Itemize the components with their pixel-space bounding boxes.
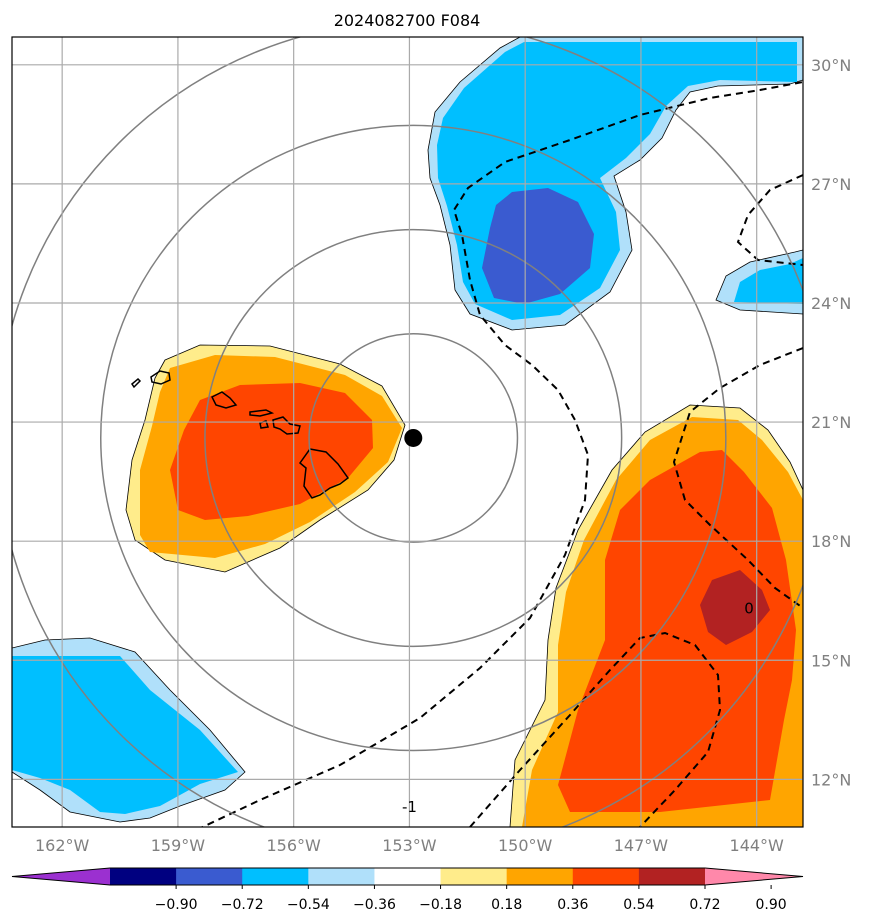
island-niihau: [131, 377, 142, 389]
lat-tick-label-3: 21°N: [811, 413, 851, 432]
latitude-tick-labels: 30°N 27°N 24°N 21°N 18°N 15°N 12°N: [811, 56, 851, 790]
lon-tick-label-5: 147°W: [614, 836, 669, 855]
lon-tick-label-2: 156°W: [266, 836, 321, 855]
colorbar-tick-labels: −0.90 −0.72 −0.54 −0.36 −0.18 0.18 0.36 0.54 0.7…: [155, 885, 787, 913]
lat-tick-label-6: 12°N: [811, 770, 851, 789]
colorbar-segment-7: [572, 868, 640, 885]
lat-tick-label-0: 30°N: [811, 56, 851, 75]
colorbar-extend-low: [12, 868, 110, 885]
colorbar-segment-6: [506, 868, 574, 885]
colorbar-tick-label-1: −0.72: [221, 897, 264, 913]
contour-labels: 0 -1: [402, 600, 754, 816]
lonlat-grid: [12, 37, 803, 827]
contour-zero: [672, 347, 803, 609]
lat-tick-label-1: 27°N: [811, 175, 851, 194]
range-rings: [12, 37, 803, 827]
colorbar-tick-label-0: −0.90: [155, 897, 198, 913]
colorbar-tick-label-3: −0.36: [353, 897, 396, 913]
map-frame: [11, 36, 804, 828]
positive-anomaly-hawaii: [125, 344, 406, 573]
island-kauai: [150, 370, 171, 385]
lon-tick-label-1: 159°W: [151, 836, 206, 855]
colorbar-segment-8: [638, 868, 706, 885]
colorbar-segment-4: [374, 868, 442, 885]
colorbar-tick-label-9: 0.90: [756, 897, 787, 913]
colorbar-segment-0: [110, 868, 177, 885]
colorbar-tick-label-2: −0.54: [287, 897, 330, 913]
contour-label-zero: 0: [744, 600, 754, 618]
lon-tick-label-0: 162°W: [35, 836, 90, 855]
lat-tick-label-4: 18°N: [811, 532, 851, 551]
island-oahu: [210, 391, 238, 409]
contour-label-minus-one: -1: [402, 798, 417, 816]
lon-tick-label-3: 153°W: [382, 836, 437, 855]
lat-tick-label-5: 15°N: [811, 651, 851, 670]
map-panel: 0 -1: [12, 37, 803, 827]
contour-minus1-south: [469, 631, 722, 827]
contour-minus1-east: [736, 174, 803, 266]
colorbar-tick-label-8: 0.72: [689, 897, 720, 913]
colorbar-outline: [11, 867, 804, 886]
range-ring-2: [99, 124, 727, 752]
figure-title: 2024082700 F084: [334, 11, 481, 30]
contour-minus1-main: [200, 81, 803, 827]
positive-anomaly-southeast: [509, 404, 803, 827]
coastlines: [131, 370, 350, 499]
storm-center-marker: [404, 428, 423, 447]
longitude-tick-labels: 162°W 159°W 156°W 153°W 150°W 147°W 144°W: [35, 836, 784, 855]
colorbar-tick-label-7: 0.54: [623, 897, 654, 913]
island-maui: [272, 416, 301, 435]
dashed-contours: [200, 81, 803, 827]
lat-tick-label-2: 24°N: [811, 294, 851, 313]
colorbar-segment-5: [440, 868, 508, 885]
negative-anomaly-southwest: [12, 637, 246, 823]
range-ring-1: [204, 228, 623, 648]
lon-tick-label-6: 144°W: [730, 836, 785, 855]
lon-tick-label-4: 150°W: [498, 836, 553, 855]
colorbar-tick-label-4: −0.18: [419, 897, 462, 913]
range-ring-0: [308, 333, 519, 543]
colorbar-tick-label-6: 0.36: [557, 897, 588, 913]
colorbar-segment-2: [242, 868, 309, 885]
colorbar: [11, 867, 804, 886]
island-molokai: [249, 409, 275, 417]
island-hawaii: [298, 448, 350, 499]
colorbar-segment-3: [308, 868, 375, 885]
colorbar-tick-label-5: 0.18: [491, 897, 522, 913]
colorbar-extend-high: [705, 868, 803, 885]
colorbar-segment-1: [176, 868, 243, 885]
